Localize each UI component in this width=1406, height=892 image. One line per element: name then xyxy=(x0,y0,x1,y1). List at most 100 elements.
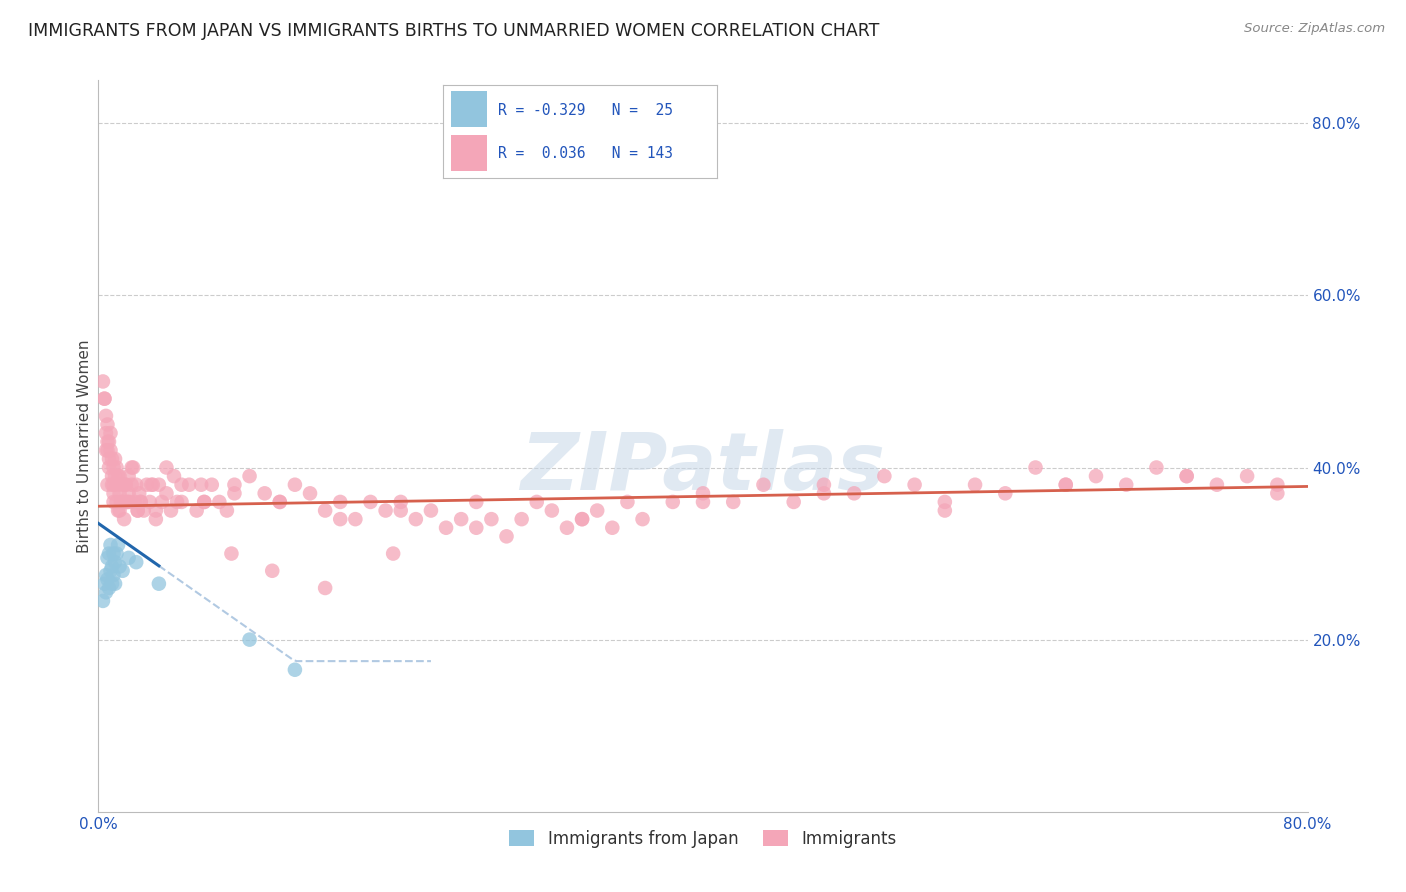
Point xyxy=(96,573,118,587)
Point xyxy=(98,434,121,449)
Point xyxy=(98,547,121,561)
Point xyxy=(104,451,127,466)
Point xyxy=(170,495,193,509)
Point xyxy=(103,568,125,582)
Point xyxy=(193,495,215,509)
Point xyxy=(93,392,115,406)
Point xyxy=(93,576,115,591)
Point xyxy=(127,503,149,517)
Point xyxy=(602,521,624,535)
Point xyxy=(1144,460,1167,475)
Point xyxy=(1085,469,1108,483)
Point xyxy=(104,469,127,483)
Point xyxy=(221,547,243,561)
Point xyxy=(105,495,128,509)
Point xyxy=(91,594,114,608)
Point xyxy=(108,503,131,517)
Point xyxy=(571,512,593,526)
Point xyxy=(540,503,562,517)
Point xyxy=(148,477,170,491)
Point xyxy=(420,503,443,517)
Point xyxy=(1054,477,1077,491)
Point xyxy=(91,375,114,389)
Text: Source: ZipAtlas.com: Source: ZipAtlas.com xyxy=(1244,22,1385,36)
Point xyxy=(299,486,322,500)
Point xyxy=(127,503,149,517)
Point xyxy=(344,512,367,526)
Point xyxy=(166,495,188,509)
Point xyxy=(107,538,129,552)
Point xyxy=(571,512,593,526)
Point xyxy=(465,495,488,509)
Point xyxy=(101,576,124,591)
Point xyxy=(481,512,503,526)
Point xyxy=(124,495,146,509)
Point xyxy=(224,486,246,500)
Point xyxy=(135,477,157,491)
Point xyxy=(101,451,124,466)
Point xyxy=(93,392,115,406)
Point xyxy=(783,495,806,509)
Point xyxy=(145,512,167,526)
Point xyxy=(108,469,131,483)
Point xyxy=(186,503,208,517)
Point xyxy=(94,409,117,423)
Point xyxy=(111,495,134,509)
Point xyxy=(269,495,291,509)
Point xyxy=(163,469,186,483)
Point xyxy=(374,503,396,517)
Point xyxy=(692,486,714,500)
Point xyxy=(104,576,127,591)
Point xyxy=(118,469,141,483)
Point xyxy=(129,495,152,509)
Point xyxy=(526,495,548,509)
Point xyxy=(1175,469,1198,483)
Point xyxy=(1054,477,1077,491)
Text: ZIPatlas: ZIPatlas xyxy=(520,429,886,507)
Point xyxy=(100,538,122,552)
Point xyxy=(239,469,262,483)
Point xyxy=(103,495,125,509)
Point xyxy=(96,434,118,449)
Point xyxy=(193,495,215,509)
Point xyxy=(118,550,141,565)
Point xyxy=(121,460,143,475)
Point xyxy=(284,663,307,677)
Point xyxy=(224,477,246,491)
Point xyxy=(96,550,118,565)
Point xyxy=(110,495,132,509)
Point xyxy=(510,512,533,526)
Point xyxy=(103,486,125,500)
Point xyxy=(616,495,638,509)
Point xyxy=(934,503,956,517)
Point xyxy=(132,503,155,517)
Point xyxy=(495,529,517,543)
Point xyxy=(631,512,654,526)
Legend: Immigrants from Japan, Immigrants: Immigrants from Japan, Immigrants xyxy=(502,823,904,855)
Point xyxy=(105,477,128,491)
Point xyxy=(94,568,117,582)
Point xyxy=(98,460,121,475)
Point xyxy=(122,460,145,475)
Point xyxy=(752,477,775,491)
Point xyxy=(101,469,124,483)
Point xyxy=(107,469,129,483)
Point xyxy=(262,564,284,578)
Point xyxy=(103,547,125,561)
Point xyxy=(125,477,148,491)
Bar xyxy=(451,91,486,127)
Point xyxy=(239,632,262,647)
Point xyxy=(111,564,134,578)
Point xyxy=(844,486,866,500)
Point xyxy=(389,503,412,517)
Point xyxy=(155,486,177,500)
Point xyxy=(465,521,488,535)
Point xyxy=(314,581,336,595)
Point xyxy=(96,443,118,458)
Point xyxy=(723,495,745,509)
Point xyxy=(139,495,162,509)
Point xyxy=(1236,469,1258,483)
Point xyxy=(145,503,167,517)
Point xyxy=(586,503,609,517)
Point xyxy=(108,486,131,500)
